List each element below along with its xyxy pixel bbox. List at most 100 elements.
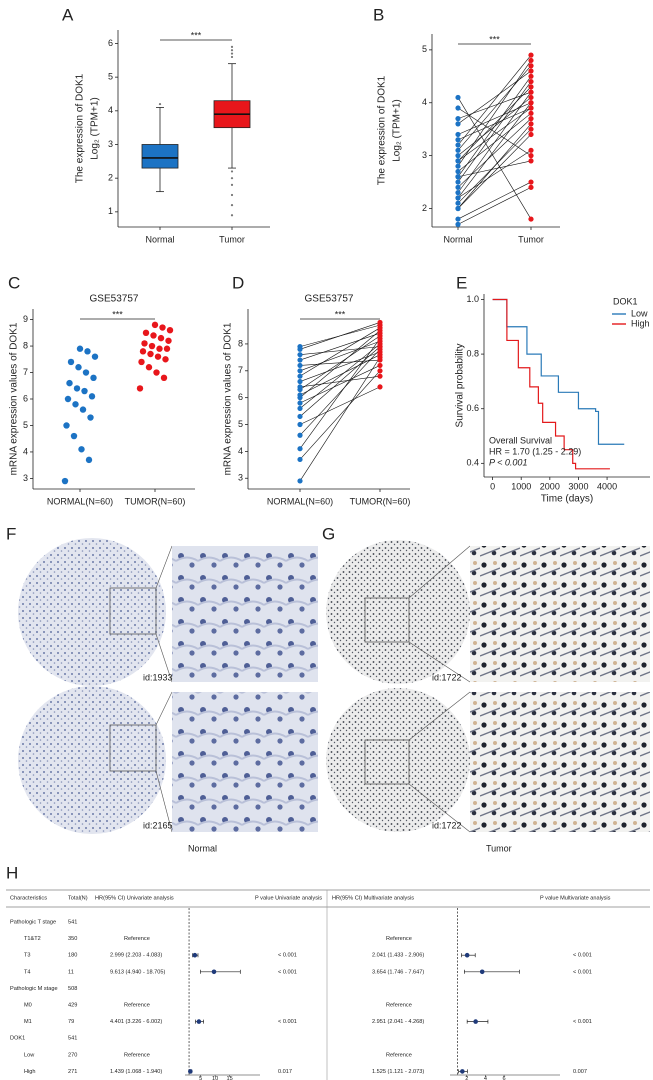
y-tick-label: 0.6 [466,403,479,413]
point [528,68,534,74]
x-tick-label: 10 [212,1076,218,1080]
pair-line [457,128,532,204]
tissue-core [18,686,166,834]
hr-text: 2.999 (2.203 - 4.083) [110,953,162,959]
point [72,401,79,408]
x-tick-label: 4 [484,1076,487,1080]
row-total: 79 [68,1019,74,1025]
point [87,414,94,421]
point [455,94,461,101]
y-axis-label: Survival probability [455,344,466,428]
hr-text: Reference [124,1052,150,1058]
point [455,116,461,122]
pair-line [457,54,532,146]
point [528,121,534,127]
pair-line [457,107,532,162]
point [66,379,73,387]
hr-text: 1.439 (1.068 - 1.940) [110,1069,162,1075]
pair-line [457,118,532,188]
column-header: HR(95% CI) Univariate analysis [95,895,174,901]
point [455,174,461,180]
pair-line [299,359,381,366]
zoom-line [408,783,471,833]
point [297,368,303,374]
row-label: M1 [24,1019,32,1025]
point [147,350,154,358]
outlier [230,55,234,59]
point [455,121,461,127]
point [165,337,172,344]
hr-text: 3.654 (1.746 - 7.647) [372,969,424,975]
y-axis-label: mRNA expression values of DOK1 [223,322,234,475]
point [91,353,99,360]
pair-line [299,349,381,436]
y-tick-label: 6 [23,393,28,403]
point [455,131,461,138]
annotation: HR = 1.70 (1.25 - 2.29) [489,446,581,456]
row-label: T3 [24,953,31,959]
pair-line [457,160,532,178]
panel-letter: D [232,273,244,292]
point [528,94,534,101]
point [528,116,534,122]
point [528,84,534,90]
point [297,456,303,463]
zoom-line [408,691,471,741]
point [156,345,163,352]
pair-line [299,386,381,425]
p-value: < 0.001 [573,1019,592,1025]
row-label: Pathologic T stage [10,919,56,925]
outlier [230,193,234,197]
row-label: M0 [24,1002,32,1008]
p-value: < 0.001 [573,953,592,959]
point [455,137,461,143]
column-header: HR(95% CI) Multivariate analysis [332,895,414,901]
point [455,190,461,196]
point [79,406,87,413]
p-value: < 0.001 [278,1019,297,1025]
outlier [230,204,234,207]
point [297,373,303,379]
zoom-line [155,770,173,833]
legend-label: Low [631,308,648,318]
point [528,126,534,132]
panel-g: G id:1722 id:1722 Tumor [322,524,650,853]
survival-curve [492,298,610,470]
column-header: Total(N) [68,895,88,901]
point [81,387,88,395]
chart-title: GSE53757 [305,294,354,305]
point [160,374,168,382]
point [153,369,160,376]
significance: *** [489,34,500,44]
point [455,147,461,153]
point [528,184,534,190]
pair-line [457,113,532,172]
pair-line [457,91,532,119]
column-header: Characteristics [10,895,47,901]
pair-line [299,365,381,404]
row-total: 541 [68,1036,77,1042]
point [162,356,169,363]
y-tick-label: 8 [23,340,28,350]
y-tick-label: 1 [108,206,113,216]
y-tick-label: 4 [422,97,427,107]
y-tick-label: 5 [422,44,427,54]
point [455,142,461,148]
y-tick-label: 0.8 [466,348,479,358]
y-tick-label: 3 [422,150,427,160]
point [377,368,383,374]
point [142,329,150,337]
panel-letter: G [322,524,335,543]
y-tick-label: 6 [108,38,113,48]
hr-point [460,1069,465,1074]
point [377,338,383,344]
x-tick-label: 2000 [540,481,560,491]
y-tick-label: 1.0 [466,294,479,304]
outlier [230,52,234,55]
point [528,73,534,79]
x-tick-label: Normal [145,234,174,244]
tissue-core [326,688,470,832]
point [163,345,171,352]
point [528,216,534,222]
panel-letter: A [62,5,74,24]
